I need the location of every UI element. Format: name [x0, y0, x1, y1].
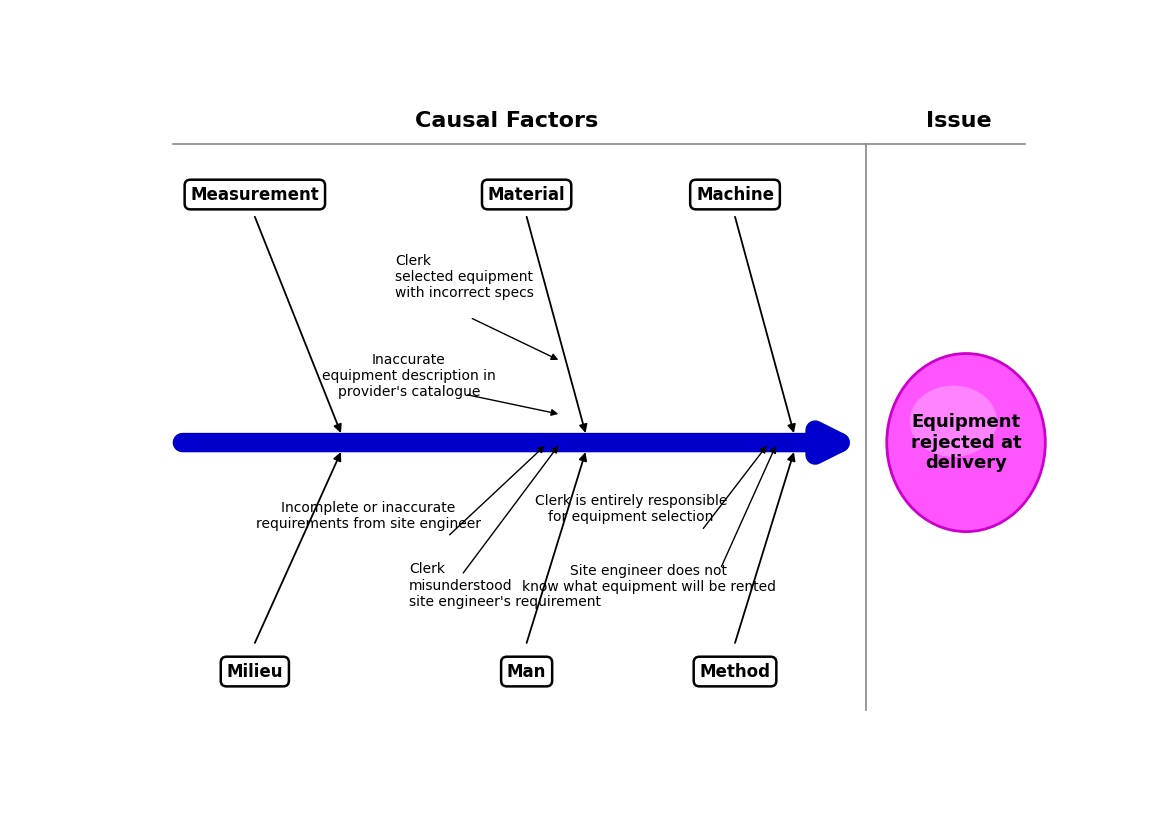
Text: Clerk
selected equipment
with incorrect specs: Clerk selected equipment with incorrect … [395, 254, 534, 301]
Ellipse shape [887, 354, 1045, 532]
Ellipse shape [909, 386, 997, 457]
Text: Clerk is entirely responsible
for equipment selection: Clerk is entirely responsible for equipm… [534, 494, 727, 525]
Text: Measurement: Measurement [191, 186, 319, 203]
Text: Inaccurate
equipment description in
provider's catalogue: Inaccurate equipment description in prov… [321, 353, 496, 399]
Text: Milieu: Milieu [227, 662, 283, 681]
Text: Clerk
misunderstood
site engineer's requirement: Clerk misunderstood site engineer's requ… [409, 563, 601, 609]
Text: Machine: Machine [696, 186, 774, 203]
Text: Incomplete or inaccurate
requirements from site engineer: Incomplete or inaccurate requirements fr… [256, 501, 480, 531]
Text: Method: Method [699, 662, 770, 681]
Text: Material: Material [487, 186, 566, 203]
Text: Site engineer does not
know what equipment will be rented: Site engineer does not know what equipme… [521, 564, 776, 595]
Text: Issue: Issue [926, 112, 992, 131]
Text: Causal Factors: Causal Factors [415, 112, 597, 131]
Text: Man: Man [507, 662, 546, 681]
Text: Equipment
rejected at
delivery: Equipment rejected at delivery [911, 413, 1022, 472]
